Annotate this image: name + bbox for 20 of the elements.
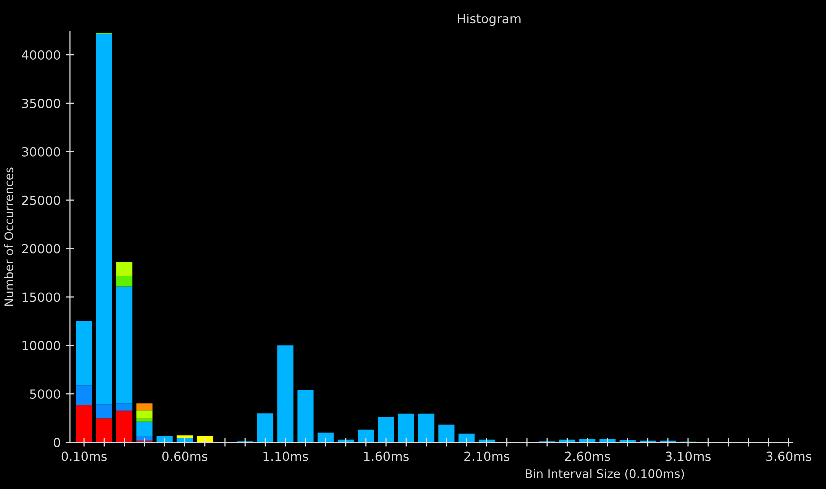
x-tick-label: 1.10ms [264,452,308,462]
y-tick-label: 15000 [22,292,60,302]
y-tick-label: 40000 [22,50,60,60]
x-tick-label: 2.60ms [565,452,610,462]
y-tick-label: 35000 [22,98,60,108]
y-axis-title: Number of Occurrences [4,168,14,306]
y-tick-label: 20000 [22,244,60,254]
y-tick-label: 10000 [22,341,60,351]
x-tick-label: 3.60ms [766,452,812,462]
x-tick-label: 3.10ms [666,452,711,462]
x-tick-label: 1.60ms [364,452,409,462]
y-tick-label: 30000 [22,147,60,157]
x-tick-label: 0.60ms [162,452,208,462]
y-tick-label: 25000 [22,196,60,206]
y-tick-label: 5000 [30,390,60,400]
y-tick-label: 0 [54,438,60,448]
x-axis-title: Bin Interval Size (0.100ms) [526,469,684,480]
chart-title: Histogram [458,14,521,26]
x-tick-label: 0.10ms [62,452,107,462]
x-tick-label: 2.10ms [464,452,510,462]
